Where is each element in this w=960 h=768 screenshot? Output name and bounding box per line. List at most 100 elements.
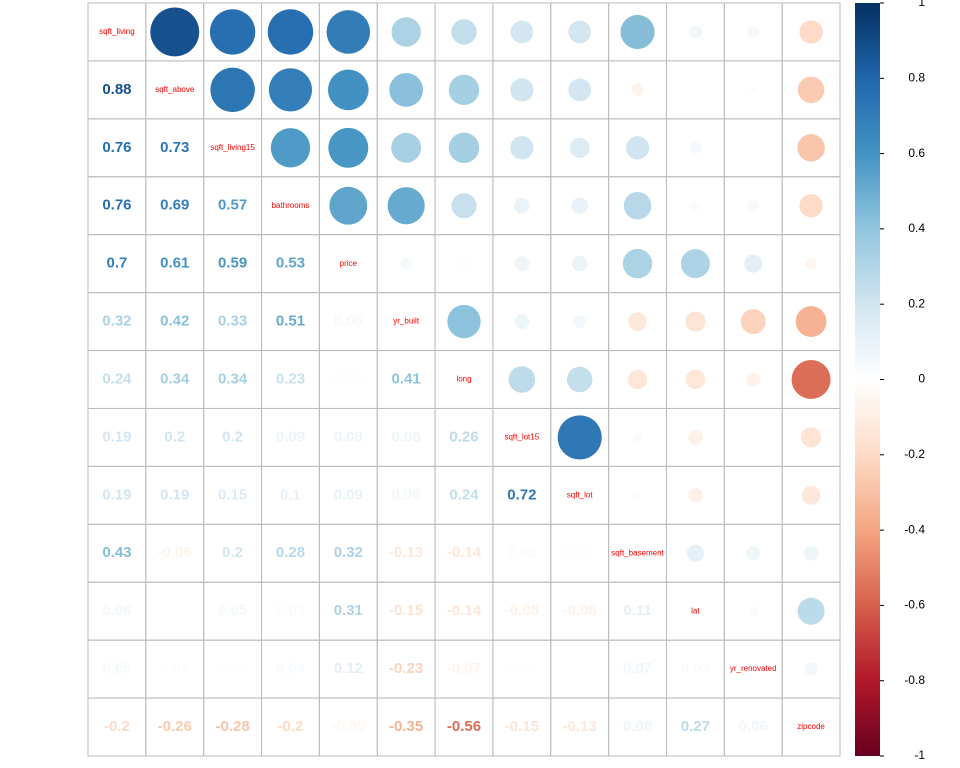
- corr-circle: [328, 127, 369, 168]
- colorbar-tick-label: -0.4: [904, 522, 925, 536]
- corr-circle: [628, 312, 647, 331]
- corr-circle: [460, 259, 468, 268]
- corr-circle: [749, 86, 757, 94]
- corr-circle: [750, 145, 756, 151]
- value-label: 0.15: [218, 486, 247, 503]
- value-label: 0.28: [276, 544, 305, 561]
- corr-circle: [391, 132, 422, 163]
- corr-circle: [451, 19, 477, 45]
- variable-label: yr_renovated: [730, 664, 777, 673]
- value-label: 0.32: [334, 544, 363, 561]
- value-label: 0.73: [160, 139, 189, 156]
- value-label: 0.1: [280, 486, 301, 503]
- value-label: 0.19: [102, 486, 131, 503]
- corr-circle: [685, 369, 706, 390]
- value-label: 0.12: [334, 660, 363, 677]
- corr-circle: [568, 20, 592, 44]
- value-label: 0.07: [623, 660, 652, 677]
- corr-circle: [573, 315, 587, 328]
- corr-circle: [447, 304, 481, 339]
- value-label: 0.05: [218, 602, 247, 619]
- value-label: 0.06: [739, 718, 768, 735]
- value-label: 0.24: [449, 486, 479, 503]
- value-label: 0.42: [160, 313, 189, 330]
- value-label: 0.11: [623, 602, 651, 619]
- corr-circle: [799, 194, 823, 218]
- value-label: 0.41: [392, 370, 421, 387]
- corr-circle: [800, 427, 822, 448]
- corr-circle: [747, 26, 760, 38]
- corr-circle: [805, 257, 817, 270]
- value-label: 0.01: [507, 660, 536, 677]
- cell: [781, 697, 841, 757]
- value-label: 0: [576, 660, 584, 677]
- corr-circle: [620, 14, 655, 50]
- corr-circle: [631, 83, 644, 97]
- value-label: -0.08: [505, 602, 539, 619]
- corr-circle: [688, 430, 703, 445]
- corr-circle: [797, 76, 825, 104]
- corr-circle: [571, 197, 588, 214]
- corr-circle: [387, 187, 425, 225]
- value-label: 0.03: [681, 660, 710, 677]
- corr-circle: [514, 256, 530, 272]
- corr-circle: [686, 544, 705, 562]
- corr-circle: [625, 136, 650, 160]
- corr-circle: [804, 662, 818, 676]
- corr-circle: [568, 78, 592, 102]
- value-label: 0.08: [392, 428, 421, 445]
- corr-circle: [508, 366, 536, 393]
- corr-circle: [740, 309, 766, 335]
- value-label: 0.26: [449, 428, 478, 445]
- corr-circle: [633, 491, 642, 500]
- corr-circle: [622, 248, 653, 279]
- value-label: -0.26: [158, 718, 192, 735]
- value-label: 0: [171, 602, 179, 619]
- variable-label: yr_built: [393, 317, 420, 326]
- value-label: 0.2: [164, 428, 185, 445]
- value-label: 0.27: [681, 718, 710, 735]
- value-label: 0.33: [218, 313, 247, 330]
- corr-circle: [623, 191, 652, 220]
- corr-circle: [750, 434, 756, 441]
- value-label: 0.72: [507, 486, 536, 503]
- corr-circle: [210, 67, 255, 113]
- value-label: 0.76: [102, 197, 131, 214]
- colorbar-tick-label: 0: [918, 372, 925, 386]
- variable-label: zipcode: [797, 722, 825, 731]
- corr-circle: [267, 9, 314, 55]
- value-label: 0.69: [160, 197, 189, 214]
- cell: [723, 465, 783, 525]
- value-label: 0.23: [276, 370, 305, 387]
- corr-circle: [571, 255, 588, 272]
- value-label: 0.24: [102, 370, 132, 387]
- value-label: 0.88: [102, 81, 131, 98]
- value-label: -0.06: [158, 544, 192, 561]
- variable-label: sqft_lot: [567, 490, 594, 499]
- value-label: 0.05: [102, 660, 131, 677]
- value-label: -0.14: [447, 544, 482, 561]
- value-label: -0.2: [278, 718, 304, 735]
- corr-circle: [510, 20, 534, 44]
- variable-label: bathrooms: [272, 201, 310, 210]
- variable-label: price: [340, 259, 358, 268]
- value-label: -0.13: [389, 544, 423, 561]
- corr-circle: [803, 545, 819, 561]
- corr-circle: [791, 360, 831, 399]
- corr-circle: [748, 200, 759, 211]
- colorbar-tick-label: 0.8: [908, 70, 925, 84]
- corr-circle: [150, 7, 200, 57]
- corr-circle: [448, 74, 480, 106]
- corr-circle: [688, 487, 703, 503]
- value-label: 0.2: [222, 428, 243, 445]
- corr-circle: [627, 369, 648, 390]
- value-label: 0.2: [222, 544, 243, 561]
- variable-label: sqft_above: [155, 85, 195, 94]
- corr-circle: [801, 485, 821, 505]
- value-label: 0.32: [102, 313, 131, 330]
- value-label: -0.08: [563, 602, 597, 619]
- value-label: 0.01: [218, 660, 247, 677]
- value-label: 0.76: [102, 139, 131, 156]
- value-label: 0.03: [507, 544, 536, 561]
- colorbar-tick-label: -0.8: [904, 673, 925, 687]
